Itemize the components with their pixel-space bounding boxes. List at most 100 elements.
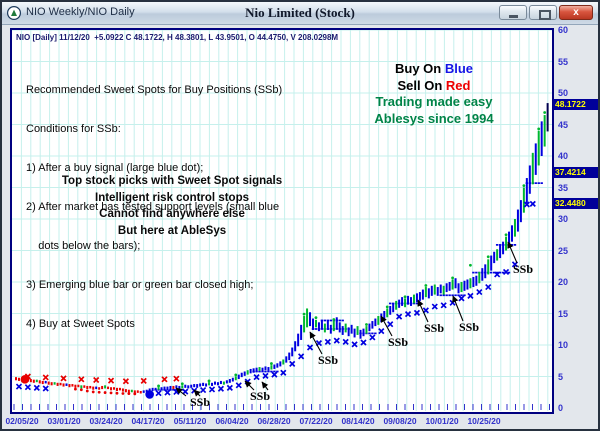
- support-dot: [264, 370, 267, 373]
- red-x-mark: [42, 374, 49, 381]
- blue-x-mark: [494, 271, 501, 278]
- support-dot: [270, 370, 273, 373]
- support-dot: [457, 294, 460, 297]
- conditions-line: Conditions for SSb:: [26, 123, 121, 135]
- support-dot: [510, 244, 514, 246]
- close-button[interactable]: x: [559, 5, 593, 20]
- support-dot: [374, 332, 377, 335]
- green-dot: [504, 233, 508, 237]
- support-dot: [501, 271, 505, 274]
- blue-x-mark: [235, 382, 242, 389]
- support-dot: [320, 328, 324, 330]
- blue-x-mark: [333, 337, 340, 344]
- blue-x-mark: [280, 369, 287, 376]
- blue-x-mark: [155, 390, 162, 397]
- blue-x-mark: [182, 388, 189, 395]
- green-dot: [365, 323, 368, 326]
- support-dot: [507, 271, 511, 274]
- title-bar: NIO Weekly/NIO Daily Nio Limited (Stock)…: [2, 2, 598, 25]
- blue-x-mark: [208, 386, 216, 393]
- price-tick-label: 25: [558, 245, 569, 256]
- green-dot: [180, 382, 184, 386]
- ssb-arrow: [452, 295, 464, 322]
- support-dot: [454, 294, 457, 297]
- green-dot: [207, 379, 211, 383]
- support-dot: [338, 319, 341, 322]
- green-dot: [234, 373, 238, 377]
- date-tick-label: 02/05/20: [5, 416, 39, 426]
- ssb-arrow: [244, 380, 255, 391]
- support-dot: [495, 271, 499, 274]
- red-x-mark: [78, 376, 85, 383]
- support-dot: [255, 370, 258, 373]
- blue-x-mark: [342, 338, 349, 345]
- blue-x-mark: [324, 338, 331, 345]
- green-dot: [522, 184, 526, 188]
- support-dot: [323, 319, 327, 322]
- price-tick-label: 35: [558, 182, 569, 193]
- price-chart[interactable]: SSb SSb SSb SSb SSb SSb SSb: [12, 30, 552, 412]
- date-tick-label: 04/17/20: [131, 416, 165, 426]
- date-tick-label: 09/08/20: [383, 416, 417, 426]
- price-tick-label: 45: [558, 119, 569, 130]
- support-dot: [335, 328, 338, 330]
- promo-buy-line: Buy On Blue: [394, 61, 473, 76]
- red-x-mark: [107, 377, 115, 384]
- red-dot: [121, 392, 125, 395]
- support-dot: [439, 294, 442, 297]
- app-logo-icon: [7, 6, 21, 20]
- blue-x-mark: [298, 353, 305, 360]
- price-tick-label: 20: [558, 277, 569, 287]
- conditions-line: dots below the bars);: [26, 240, 141, 252]
- ssb-label: SSb: [250, 389, 270, 403]
- buy-signal-dot: [145, 390, 154, 399]
- support-dot: [513, 244, 517, 246]
- date-tick-label: 10/01/20: [425, 416, 459, 426]
- ssb-arrow: [175, 387, 187, 397]
- blue-x-mark: [523, 201, 530, 208]
- price-tick-label: 10: [558, 340, 569, 350]
- window-title: NIO Weekly/NIO Daily: [26, 6, 135, 18]
- support-dot: [415, 302, 419, 305]
- green-dot: [332, 318, 336, 321]
- support-dot: [314, 328, 318, 330]
- blue-x-mark: [404, 311, 412, 318]
- promo-sell-line: Sell On Red: [397, 77, 471, 93]
- red-dot: [127, 392, 131, 396]
- minimize-button[interactable]: [499, 5, 527, 20]
- blue-x-mark: [467, 292, 474, 299]
- green-dot: [302, 312, 306, 316]
- blue-x-mark: [396, 313, 403, 320]
- red-x-mark: [122, 378, 129, 385]
- blue-x-mark: [458, 295, 465, 302]
- marketing-line: But here at AbleSys: [117, 224, 227, 237]
- marketing-line: Top stock picks with Sweet Spot signals: [61, 175, 283, 187]
- green-dot: [314, 316, 318, 319]
- blue-x-mark: [33, 384, 40, 391]
- green-dot: [157, 384, 160, 388]
- price-highlight-badge: 37.4214: [553, 166, 598, 178]
- support-dot: [460, 294, 463, 297]
- blue-x-mark: [271, 371, 278, 378]
- blue-x-mark: [200, 386, 207, 394]
- red-dot: [103, 391, 107, 394]
- ssb-arrow: [309, 331, 323, 355]
- support-dot: [273, 370, 276, 373]
- green-dot: [543, 111, 547, 114]
- conditions-line: 4) Buy at Sweet Spots: [26, 318, 135, 330]
- restore-button[interactable]: [529, 5, 557, 20]
- ssb-conditions-text: Recommended Sweet Spots for Buy Position…: [26, 58, 282, 357]
- blue-x-mark: [431, 303, 438, 310]
- support-dot: [490, 271, 493, 274]
- conditions-line: 1) After a buy signal (large blue dot);: [26, 162, 204, 174]
- support-dot: [163, 388, 166, 391]
- red-x-mark: [161, 376, 168, 383]
- support-dot: [157, 388, 160, 391]
- restore-icon: [539, 10, 551, 20]
- support-dot: [258, 370, 261, 373]
- price-tick-label: 0: [558, 403, 564, 413]
- support-dot: [276, 370, 279, 373]
- price-tick-label: 50: [558, 88, 569, 98]
- red-dot: [79, 388, 83, 392]
- support-dot: [329, 319, 333, 322]
